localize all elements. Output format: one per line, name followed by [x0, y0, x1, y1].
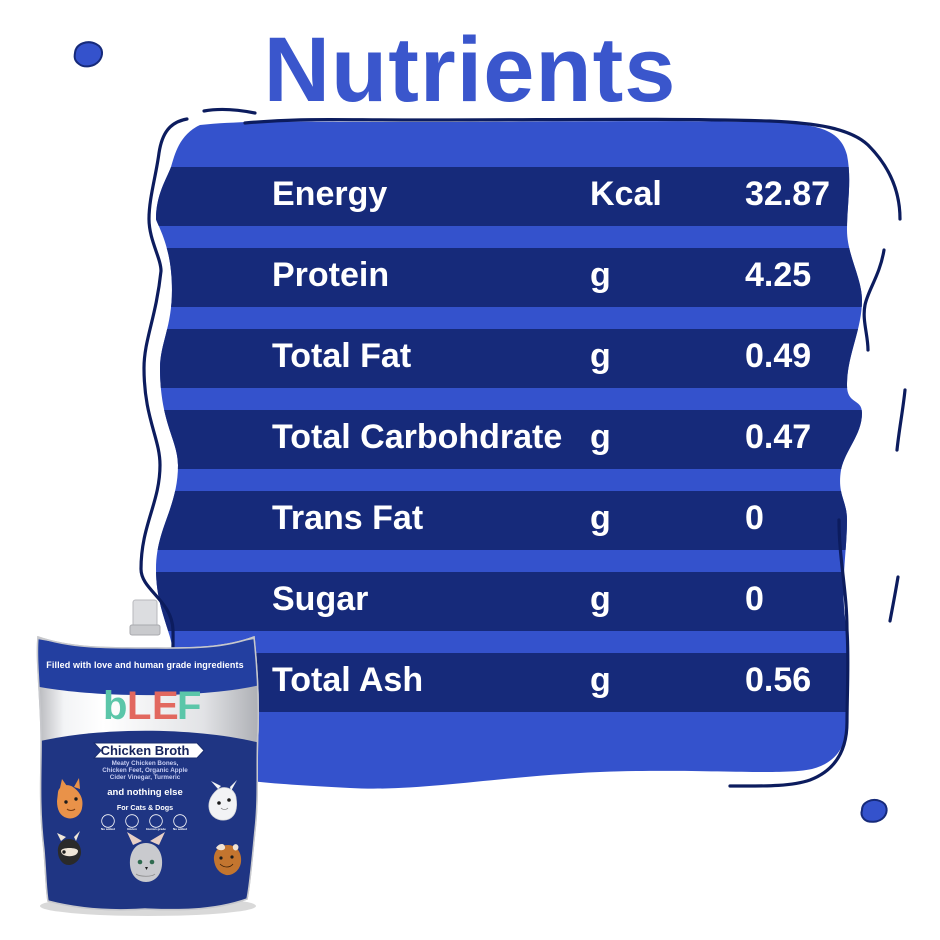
svg-text:Cider Vinegar, Turmeric: Cider Vinegar, Turmeric: [110, 774, 181, 781]
svg-text:Filled with love and human gra: Filled with love and human grade ingredi…: [46, 660, 243, 670]
svg-text:L: L: [127, 684, 151, 728]
svg-text:No added: No added: [101, 827, 115, 831]
svg-text:b: b: [103, 684, 127, 728]
svg-text:and nothing else: and nothing else: [107, 787, 182, 798]
svg-text:F: F: [177, 684, 201, 728]
svg-text:Chicken Broth: Chicken Broth: [101, 743, 190, 758]
svg-text:Chicken Feet, Organic Apple: Chicken Feet, Organic Apple: [102, 767, 188, 774]
svg-text:Human grade: Human grade: [146, 827, 166, 831]
svg-text:No added: No added: [173, 827, 187, 831]
svg-text:For Cats & Dogs: For Cats & Dogs: [117, 803, 173, 812]
svg-text:Gluten: Gluten: [127, 827, 137, 831]
svg-text:Meaty Chicken Bones,: Meaty Chicken Bones,: [112, 760, 179, 767]
svg-text:E: E: [152, 684, 179, 728]
